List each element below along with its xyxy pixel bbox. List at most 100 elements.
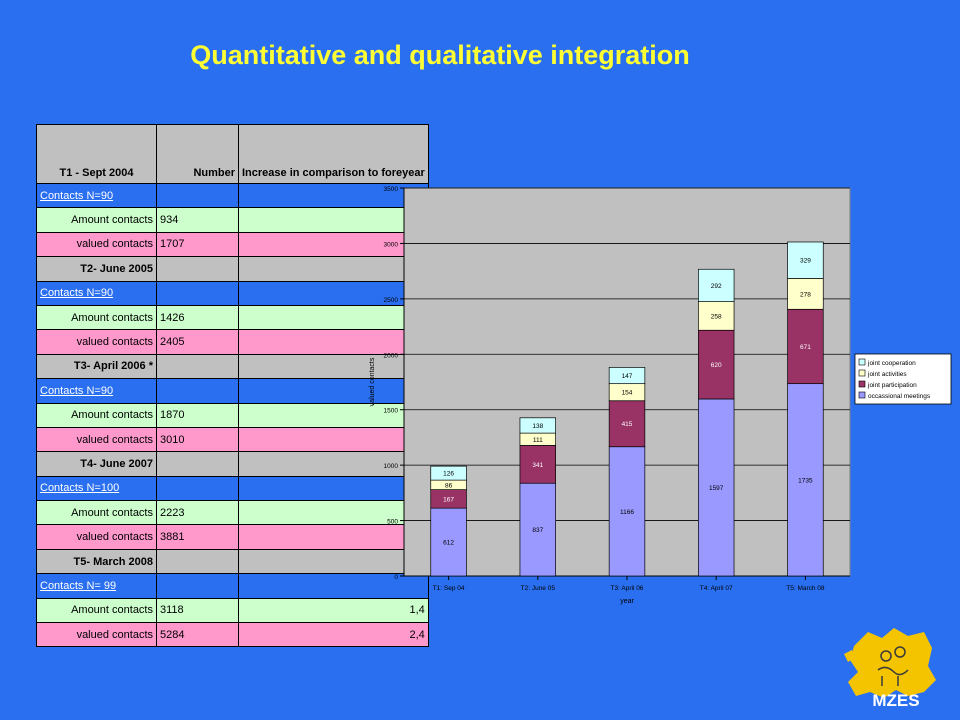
y-axis-label: valued contacts bbox=[369, 357, 376, 406]
logo-text: MZES bbox=[872, 691, 919, 710]
bar-segment bbox=[608, 367, 646, 385]
bar-segment bbox=[698, 398, 735, 577]
table-cell-number: 2405 bbox=[156, 329, 239, 355]
bar-segment bbox=[787, 383, 824, 577]
x-axis-label: year bbox=[620, 598, 634, 605]
y-tick-label: 500 bbox=[387, 519, 398, 526]
table-cell-increase: 1,5 bbox=[238, 304, 429, 331]
table-cell-label: T3- April 2006 * bbox=[36, 353, 157, 380]
y-tick-label: 2000 bbox=[384, 352, 399, 359]
table-row: T5- March 2008 bbox=[36, 548, 429, 575]
table-cell-increase bbox=[238, 280, 429, 306]
table-cell-label: Amount contacts bbox=[36, 500, 157, 526]
data-label: 138 bbox=[532, 423, 543, 430]
table-row: Amount contacts22231,2 bbox=[36, 500, 429, 526]
table-cell-label: T2- June 2005 bbox=[36, 256, 157, 282]
table-header-cell: T1 - Sept 2004 bbox=[36, 124, 157, 184]
table-header-cell: Increase in comparison to foreyear bbox=[238, 124, 429, 184]
table-row: T2- June 2005 bbox=[36, 256, 429, 282]
legend-swatch bbox=[858, 358, 866, 366]
x-tick-label: T3: April 06 bbox=[611, 585, 644, 592]
data-label: 341 bbox=[532, 462, 543, 469]
table-cell-label: Contacts N=90 bbox=[36, 280, 157, 306]
table-row: valued contacts30101,3 bbox=[36, 426, 429, 453]
legend-label: joint activities bbox=[867, 371, 907, 378]
data-label: 620 bbox=[711, 362, 722, 369]
bar-segment bbox=[608, 446, 646, 577]
y-tick-label: 0 bbox=[394, 574, 398, 581]
data-label: 671 bbox=[800, 344, 811, 351]
data-label: 292 bbox=[711, 283, 722, 290]
bar-segment bbox=[698, 329, 735, 400]
bar-segment bbox=[608, 400, 646, 448]
table-cell-number: 3881 bbox=[156, 524, 239, 550]
europe-map-icon bbox=[844, 628, 936, 698]
table-cell-number bbox=[156, 256, 239, 282]
table-cell-label: Amount contacts bbox=[36, 402, 157, 428]
table-row: Amount contacts 3118 1,4 bbox=[36, 597, 429, 624]
x-tick-label: T5: March 08 bbox=[786, 585, 825, 592]
table-cell-number bbox=[156, 353, 239, 380]
table-cell-increase bbox=[238, 256, 429, 282]
table-cell-increase bbox=[238, 182, 429, 209]
table-cell-increase: 1,3 bbox=[238, 402, 429, 428]
table-cell-increase: 1,2 bbox=[238, 500, 429, 526]
y-tick-label: 3500 bbox=[384, 186, 399, 193]
table-cell-increase bbox=[238, 573, 429, 599]
table-cell-label: valued contacts bbox=[36, 524, 157, 550]
table-cell-increase bbox=[238, 378, 429, 404]
table-cell-number: 1870 bbox=[156, 402, 239, 428]
data-label: 147 bbox=[622, 373, 633, 380]
data-label: 1735 bbox=[798, 477, 813, 484]
table-cell-increase: 2,4 bbox=[238, 622, 429, 648]
table-cell-number bbox=[156, 475, 239, 502]
table-cell-label: Contacts N=100 bbox=[36, 475, 157, 502]
table-row: Amount contacts18701,3 bbox=[36, 402, 429, 428]
table-cell-label: Amount contacts bbox=[36, 597, 157, 624]
data-label: 258 bbox=[711, 313, 722, 320]
table-cell-label: Contacts N=90 bbox=[36, 378, 157, 404]
legend-label: occassional meetings bbox=[868, 393, 931, 400]
legend-label: joint participation bbox=[867, 382, 917, 389]
mzes-logo: MZES bbox=[844, 628, 936, 710]
table-cell-number: 2223 bbox=[156, 500, 239, 526]
table-row: Contacts N=90 bbox=[36, 378, 429, 404]
data-label: 837 bbox=[532, 527, 543, 534]
table-row: Amount contacts14261,5 bbox=[36, 304, 429, 331]
data-label: 329 bbox=[800, 258, 811, 265]
data-label: 278 bbox=[800, 291, 811, 298]
table-cell-label: Contacts N= 99 bbox=[36, 573, 157, 599]
bar-segment bbox=[519, 417, 556, 434]
table-row: valued contacts38811,3 bbox=[36, 524, 429, 550]
bar-segment bbox=[787, 241, 824, 279]
data-label: 1597 bbox=[709, 485, 724, 492]
table-cell-increase: 1,4 bbox=[238, 597, 429, 624]
bar-segment bbox=[430, 465, 467, 481]
table-cell-number bbox=[156, 280, 239, 306]
table-row: Contacts N=90 bbox=[36, 182, 429, 209]
data-label: 126 bbox=[443, 471, 454, 478]
table-row: T3- April 2006 * bbox=[36, 353, 429, 380]
table-row: valued contacts 1707 bbox=[36, 231, 429, 258]
bar-segment bbox=[519, 482, 556, 577]
contacts-table: T1 - Sept 2004 Number Increase in comparis… bbox=[36, 124, 429, 648]
y-tick-label: 1000 bbox=[384, 463, 399, 470]
table-cell-number bbox=[156, 378, 239, 404]
table-cell-increase bbox=[238, 475, 429, 502]
x-tick-label: T1: Sep 04 bbox=[433, 585, 465, 592]
legend-box bbox=[854, 353, 952, 405]
legend-swatch bbox=[858, 380, 866, 388]
y-tick-label: 1500 bbox=[384, 408, 399, 415]
table-cell-increase: 1,3 bbox=[238, 426, 429, 453]
legend-swatch bbox=[858, 369, 866, 377]
legend-swatch bbox=[858, 391, 866, 399]
table-cell-number: 3010 bbox=[156, 426, 239, 453]
stacked-bar-chart: 0 500 1000 1500 2000 2500 3000 3500 612 167 86 126 T… bbox=[369, 186, 952, 605]
table-cell-label: Amount contacts bbox=[36, 304, 157, 331]
table-cell-number bbox=[156, 548, 239, 575]
table-row: Contacts N= 99 bbox=[36, 573, 429, 599]
table-cell-label: valued contacts bbox=[36, 622, 157, 648]
table-cell-label: valued contacts bbox=[36, 231, 157, 258]
data-label: 1166 bbox=[620, 509, 634, 516]
data-label: 167 bbox=[443, 496, 454, 503]
